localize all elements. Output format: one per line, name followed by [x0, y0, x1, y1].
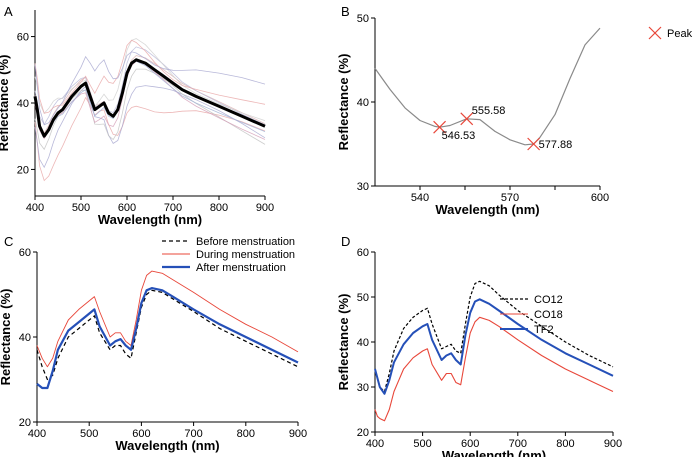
x-tick-label: 600: [118, 202, 136, 214]
y-tick-label: 40: [357, 97, 369, 109]
x-tick-label: 600: [591, 192, 609, 204]
spectrum-line: [374, 27, 601, 146]
legend-label: After menstruation: [196, 262, 286, 274]
panel-C: C 400 500 600 700 800 900 20 40 60 Wavelength (nm)…: [0, 234, 307, 453]
x-axis-label: Wavelength (nm): [442, 448, 546, 457]
panel-letter: C: [4, 234, 13, 249]
individual-spectrum-line: [34, 39, 266, 114]
x-tick-label: 700: [184, 428, 202, 440]
y-axis-label: Reflectance (%): [336, 294, 351, 391]
y-tick-label: 50: [357, 292, 369, 304]
x-tick-label: 700: [164, 202, 182, 214]
mean-spectrum-line: [33, 58, 266, 138]
y-tick-label: 20: [17, 164, 29, 176]
y-tick-label: 60: [17, 32, 29, 44]
peak-cross-stroke: [433, 120, 447, 134]
y-tick-label: 40: [357, 337, 369, 349]
x-tick-label: 400: [26, 202, 44, 214]
legend: Peak: [648, 26, 693, 40]
x-axis-label: Wavelength (nm): [435, 202, 539, 217]
panel-B: B 540 570 600 30 40 50 Wavelength (nm) Reflectan…: [336, 4, 693, 217]
x-tick-label: 800: [237, 428, 255, 440]
y-tick-label: 20: [19, 417, 31, 429]
x-tick-label: 900: [289, 428, 307, 440]
y-axis-label: Reflectance (%): [0, 55, 11, 152]
panel-letter: A: [4, 4, 13, 19]
legend: CO12 CO18 TF2: [500, 294, 563, 336]
x-tick-label: 500: [72, 202, 90, 214]
y-axis-label: Reflectance (%): [336, 54, 351, 151]
legend-marker-stroke: [648, 26, 662, 40]
legend-label: CO18: [534, 309, 563, 321]
peak-marker: [460, 112, 474, 126]
x-tick-label: 900: [256, 202, 274, 214]
x-tick-label: 400: [366, 438, 384, 450]
individual-spectrum-line: [34, 68, 266, 151]
x-tick-label: 800: [210, 202, 228, 214]
x-tick-label: 800: [556, 438, 574, 450]
x-axis-label: Wavelength (nm): [98, 212, 202, 227]
legend-label: Peak: [667, 28, 693, 40]
x-tick-label: 500: [413, 438, 431, 450]
x-tick-label: 570: [501, 192, 519, 204]
x-tick-label: 400: [28, 428, 46, 440]
x-tick-label: 600: [461, 438, 479, 450]
x-tick-label: 540: [411, 192, 429, 204]
legend-label: TF2: [534, 324, 554, 336]
y-tick-label: 30: [357, 181, 369, 193]
series-line-before-menstruation: [36, 289, 299, 381]
y-tick-label: 20: [357, 427, 369, 439]
peak-label: 555.58: [472, 105, 506, 117]
peak-label: 546.53: [442, 130, 476, 142]
individual-spectrum-line: [34, 38, 266, 121]
x-tick-label: 900: [604, 438, 622, 450]
series-line-co12: [374, 280, 614, 393]
y-axis-label: Reflectance (%): [0, 289, 13, 386]
x-tick-label: 600: [132, 428, 150, 440]
series-line-during-menstruation: [36, 270, 299, 368]
x-tick-label: 700: [509, 438, 527, 450]
series-line-after-menstruation: [36, 287, 299, 390]
panel-letter: B: [341, 4, 350, 19]
legend-label: During menstruation: [196, 249, 295, 261]
y-tick-label: 60: [357, 247, 369, 259]
peak-marker: [527, 137, 541, 151]
peak-label: 577.88: [539, 139, 573, 151]
peak-cross-stroke: [460, 112, 474, 126]
y-tick-label: 40: [19, 332, 31, 344]
series-line-co18: [374, 316, 614, 422]
individual-spectrum-line: [34, 51, 266, 126]
peak-marker: [433, 120, 447, 134]
y-tick-label: 40: [17, 98, 29, 110]
panel-letter: D: [341, 234, 350, 249]
x-tick-label: 500: [80, 428, 98, 440]
series-line-tf2: [374, 298, 614, 395]
legend-label: Before menstruation: [196, 236, 295, 248]
panel-A: A 400 500 600 700 800 900 20 40 60 Wavelength (nm)…: [0, 4, 274, 227]
y-tick-label: 60: [19, 247, 31, 259]
peak-cross-stroke: [527, 137, 541, 151]
legend-label: CO12: [534, 294, 563, 306]
panel-D: D 400 500 600 700 800 900 20 30 40 50 60 Wavelength …: [336, 234, 622, 457]
y-tick-label: 30: [357, 382, 369, 394]
y-tick-label: 50: [357, 13, 369, 25]
x-axis-label: Wavelength (nm): [115, 438, 219, 453]
